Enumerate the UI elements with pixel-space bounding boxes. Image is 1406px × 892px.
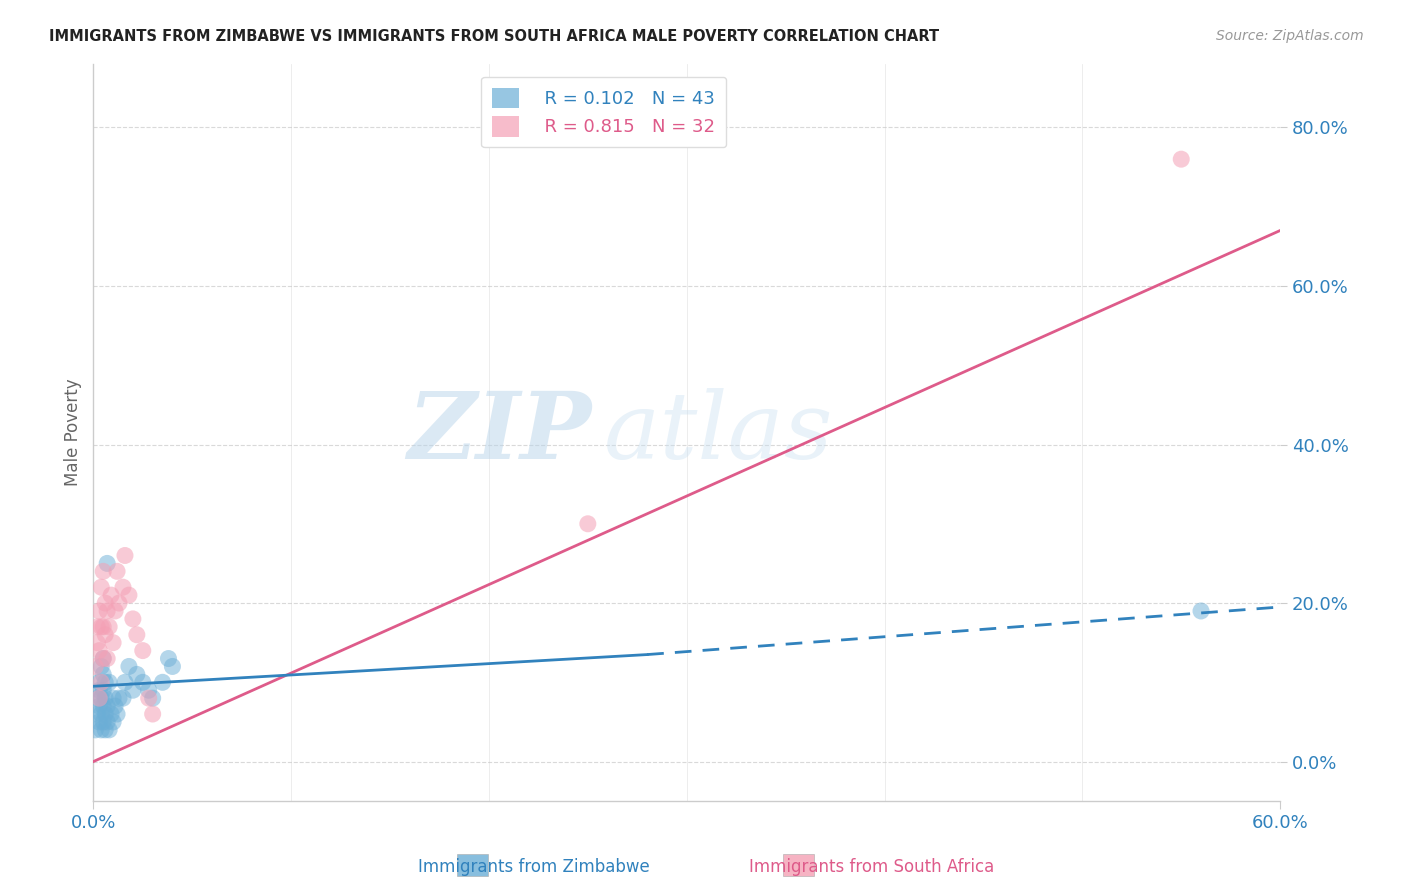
Point [138,683,160,698]
Point [94,596,117,610]
Point [86,635,108,649]
Point [90,706,112,721]
Text: Immigrants from South Africa: Immigrants from South Africa [749,858,994,876]
Point [152,675,174,690]
Point [89,604,111,618]
Legend:   R = 0.102   N = 43,   R = 0.815   N = 32: R = 0.102 N = 43, R = 0.815 N = 32 [481,77,727,147]
Point [132,675,155,690]
Point [96,604,118,618]
Point [104,604,127,618]
Point [86,706,108,721]
Point [108,691,131,706]
Point [91,667,114,681]
Point [94,723,117,737]
Point [125,628,148,642]
Point [91,714,114,729]
Point [90,580,112,594]
Point [86,691,108,706]
Point [576,516,599,531]
Point [91,699,114,714]
Point [94,706,117,721]
Point [84,723,107,737]
Point [111,580,134,594]
Point [94,675,117,690]
Point [89,683,111,698]
Point [91,651,114,665]
Point [105,565,128,579]
Point [84,659,107,673]
Point [94,691,117,706]
Point [114,549,136,563]
Point [142,691,165,706]
Text: Immigrants from Zimbabwe: Immigrants from Zimbabwe [419,858,650,876]
Point [90,723,112,737]
Point [91,651,114,665]
Point [122,612,145,626]
Point [100,588,122,602]
Point [122,683,145,698]
Point [162,659,184,673]
Point [142,706,165,721]
Point [89,699,111,714]
Point [98,620,121,634]
Text: IMMIGRANTS FROM ZIMBABWE VS IMMIGRANTS FROM SOUTH AFRICA MALE POVERTY CORRELATIO: IMMIGRANTS FROM ZIMBABWE VS IMMIGRANTS F… [49,29,939,44]
Point [96,651,118,665]
Point [89,643,111,657]
Point [86,620,108,634]
Point [89,675,111,690]
Y-axis label: Male Poverty: Male Poverty [65,379,82,486]
Point [108,596,131,610]
Point [132,643,155,657]
Point [90,659,112,673]
Text: atlas: atlas [603,388,834,477]
Point [90,675,112,690]
Point [100,706,122,721]
Point [90,691,112,706]
Point [91,683,114,698]
Point [96,714,118,729]
Text: ZIP: ZIP [408,388,592,477]
Point [157,651,180,665]
Point [91,620,114,634]
Point [98,675,121,690]
Point [111,691,134,706]
Point [91,565,114,579]
Point [89,714,111,729]
Point [90,620,112,634]
Point [125,667,148,681]
Point [138,691,160,706]
Point [89,691,111,706]
Point [114,675,136,690]
Point [101,691,124,706]
Point [96,699,118,714]
Point [118,659,141,673]
Point [98,723,121,737]
Point [104,699,127,714]
Text: Source: ZipAtlas.com: Source: ZipAtlas.com [1216,29,1364,43]
Point [101,635,124,649]
Point [105,706,128,721]
Point [101,714,124,729]
Point [1189,604,1212,618]
Point [1170,152,1192,166]
Point [118,588,141,602]
Point [94,628,117,642]
Point [96,557,118,571]
